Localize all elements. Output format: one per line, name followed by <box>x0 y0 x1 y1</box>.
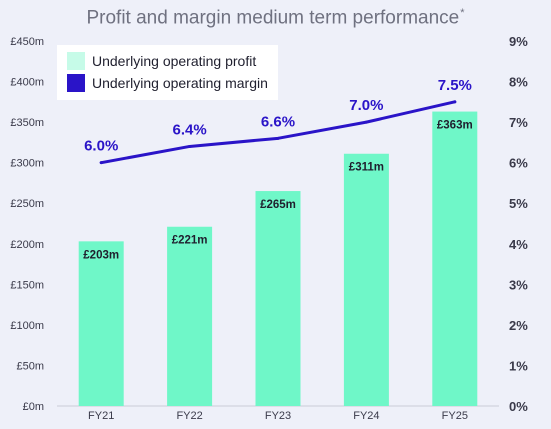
bar <box>167 226 213 406</box>
chart-title: Profit and margin medium term performanc… <box>0 7 551 29</box>
legend-item-margin: Underlying operating margin <box>67 72 268 94</box>
y-right-tick-label: 3% <box>509 277 528 292</box>
bar-value-label: £311m <box>349 162 384 174</box>
y-right-tick-label: 2% <box>509 318 528 333</box>
bar <box>255 191 301 406</box>
bar <box>78 241 124 406</box>
legend-label-profit: Underlying operating profit <box>92 53 257 69</box>
y-right-tick-label: 6% <box>509 156 528 171</box>
bar-value-label: £265m <box>260 199 296 211</box>
legend-label-margin: Underlying operating margin <box>92 75 268 91</box>
x-tick-label: FY21 <box>88 410 114 422</box>
margin-point <box>364 120 368 124</box>
x-tick-label: FY22 <box>176 410 202 422</box>
y-left-tick-label: £0m <box>23 401 44 413</box>
legend-item-profit: Underlying operating profit <box>67 50 268 72</box>
bar-value-label: £203m <box>83 249 119 261</box>
y-left-tick-label: £450m <box>10 36 44 48</box>
y-right-tick-label: 0% <box>509 399 528 414</box>
x-tick-label: FY24 <box>353 410 379 422</box>
margin-value-label: 6.0% <box>84 138 118 155</box>
x-tick-label: FY25 <box>442 410 468 422</box>
y-right-tick-label: 9% <box>509 34 528 49</box>
y-right-tick-label: 8% <box>509 75 528 90</box>
margin-point <box>188 144 192 148</box>
y-right-tick-label: 4% <box>509 237 528 252</box>
margin-line <box>99 100 457 165</box>
y-left-tick-label: £50m <box>16 360 44 372</box>
bar <box>432 111 478 407</box>
y-right-tick-label: 7% <box>509 115 528 130</box>
legend-swatch-profit <box>67 52 85 70</box>
margin-point <box>276 136 280 140</box>
legend: Underlying operating profit Underlying o… <box>57 45 278 100</box>
y-left-tick-label: £400m <box>10 77 44 89</box>
y-right-tick-label: 5% <box>509 196 528 211</box>
chart-title-text: Profit and margin medium term performanc… <box>86 7 460 29</box>
x-tick-label: FY23 <box>265 410 291 422</box>
bar-value-label: £221m <box>172 235 208 247</box>
margin-value-label: 7.5% <box>438 77 472 94</box>
y-left-tick-label: £350m <box>10 117 44 129</box>
y-left-tick-label: £200m <box>10 239 44 251</box>
y-right-tick-label: 1% <box>509 358 528 373</box>
margin-point <box>99 161 103 165</box>
margin-value-label: 7.0% <box>349 97 383 114</box>
bar <box>343 153 389 406</box>
y-left-tick-label: £100m <box>10 320 44 332</box>
y-left-tick-label: £250m <box>10 198 44 210</box>
margin-value-label: 6.6% <box>261 113 295 130</box>
title-footnote-marker: * <box>460 7 465 19</box>
y-left-tick-label: £150m <box>10 279 44 291</box>
margin-value-label: 6.4% <box>172 121 206 138</box>
y-left-tick-label: £300m <box>10 158 44 170</box>
legend-swatch-margin <box>67 74 85 92</box>
bar-value-label: £363m <box>437 120 473 132</box>
margin-point <box>453 100 457 104</box>
